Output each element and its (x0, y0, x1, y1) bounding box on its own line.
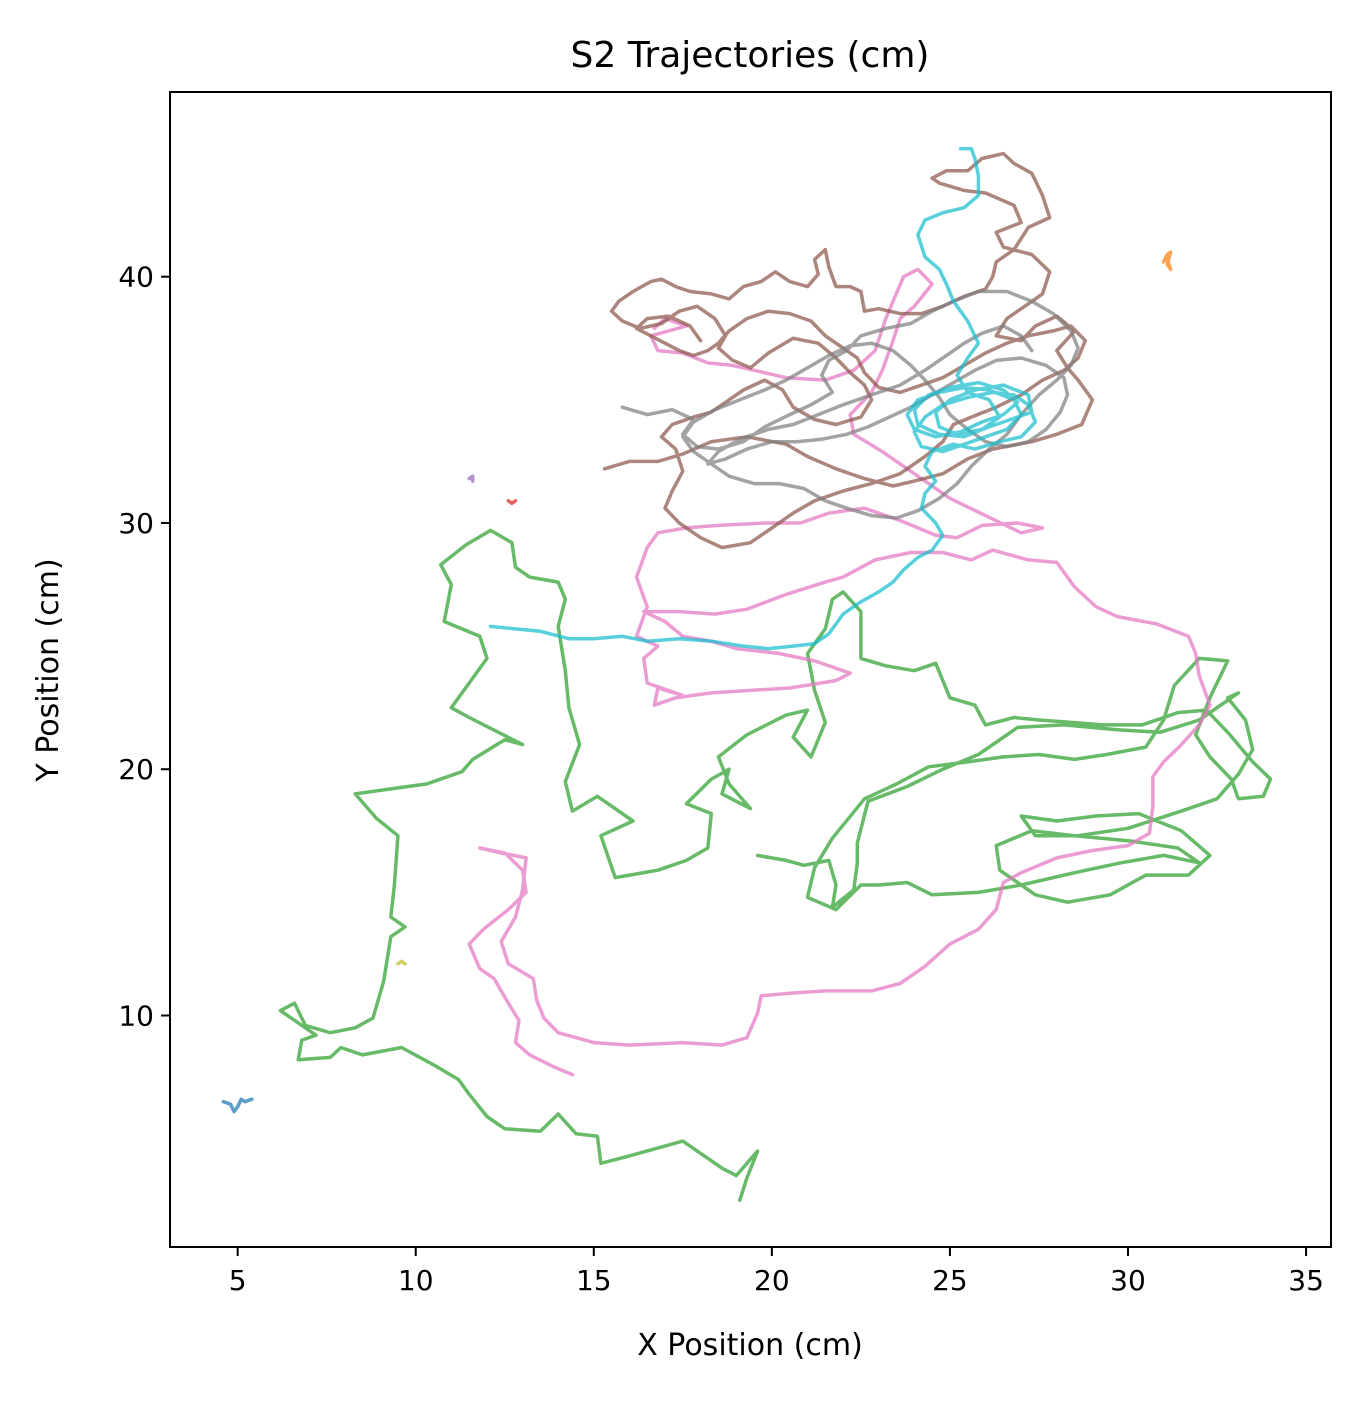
trajectory-line-8 (602, 151, 1095, 550)
x-tick-label: 20 (754, 1264, 790, 1297)
x-axis: 5 10 15 20 25 30 35 (229, 1247, 1324, 1297)
x-tick-label: 15 (576, 1264, 612, 1297)
y-tick-label: 40 (118, 261, 154, 294)
x-tick-label: 5 (229, 1264, 247, 1297)
trajectory-line-10 (488, 146, 1038, 651)
trajectory-line-9 (620, 289, 1080, 520)
plot-area (221, 146, 1273, 1202)
x-tick-label: 25 (932, 1264, 968, 1297)
trajectory-line-2 (1161, 250, 1173, 272)
y-tick-label: 10 (118, 1000, 154, 1033)
x-tick-label: 10 (398, 1264, 434, 1297)
y-tick-label: 20 (118, 753, 154, 786)
chart-title: S2 Trajectories (cm) (571, 35, 930, 76)
trajectory-line-3 (506, 499, 518, 506)
x-tick-label: 30 (1110, 1264, 1146, 1297)
y-tick-label: 30 (118, 507, 154, 540)
trajectory-line-1 (221, 1097, 254, 1114)
trajectory-line-5 (396, 959, 407, 966)
trajectory-line-6 (278, 528, 1273, 1202)
x-axis-label: X Position (cm) (637, 1328, 863, 1363)
y-axis: 10 20 30 40 (118, 261, 170, 1033)
x-tick-label: 35 (1288, 1264, 1324, 1297)
trajectory-line-4 (467, 474, 475, 483)
trajectory-line-7 (467, 267, 1212, 1077)
y-axis-label: Y Position (cm) (31, 558, 66, 782)
plot-frame (169, 91, 1332, 1248)
